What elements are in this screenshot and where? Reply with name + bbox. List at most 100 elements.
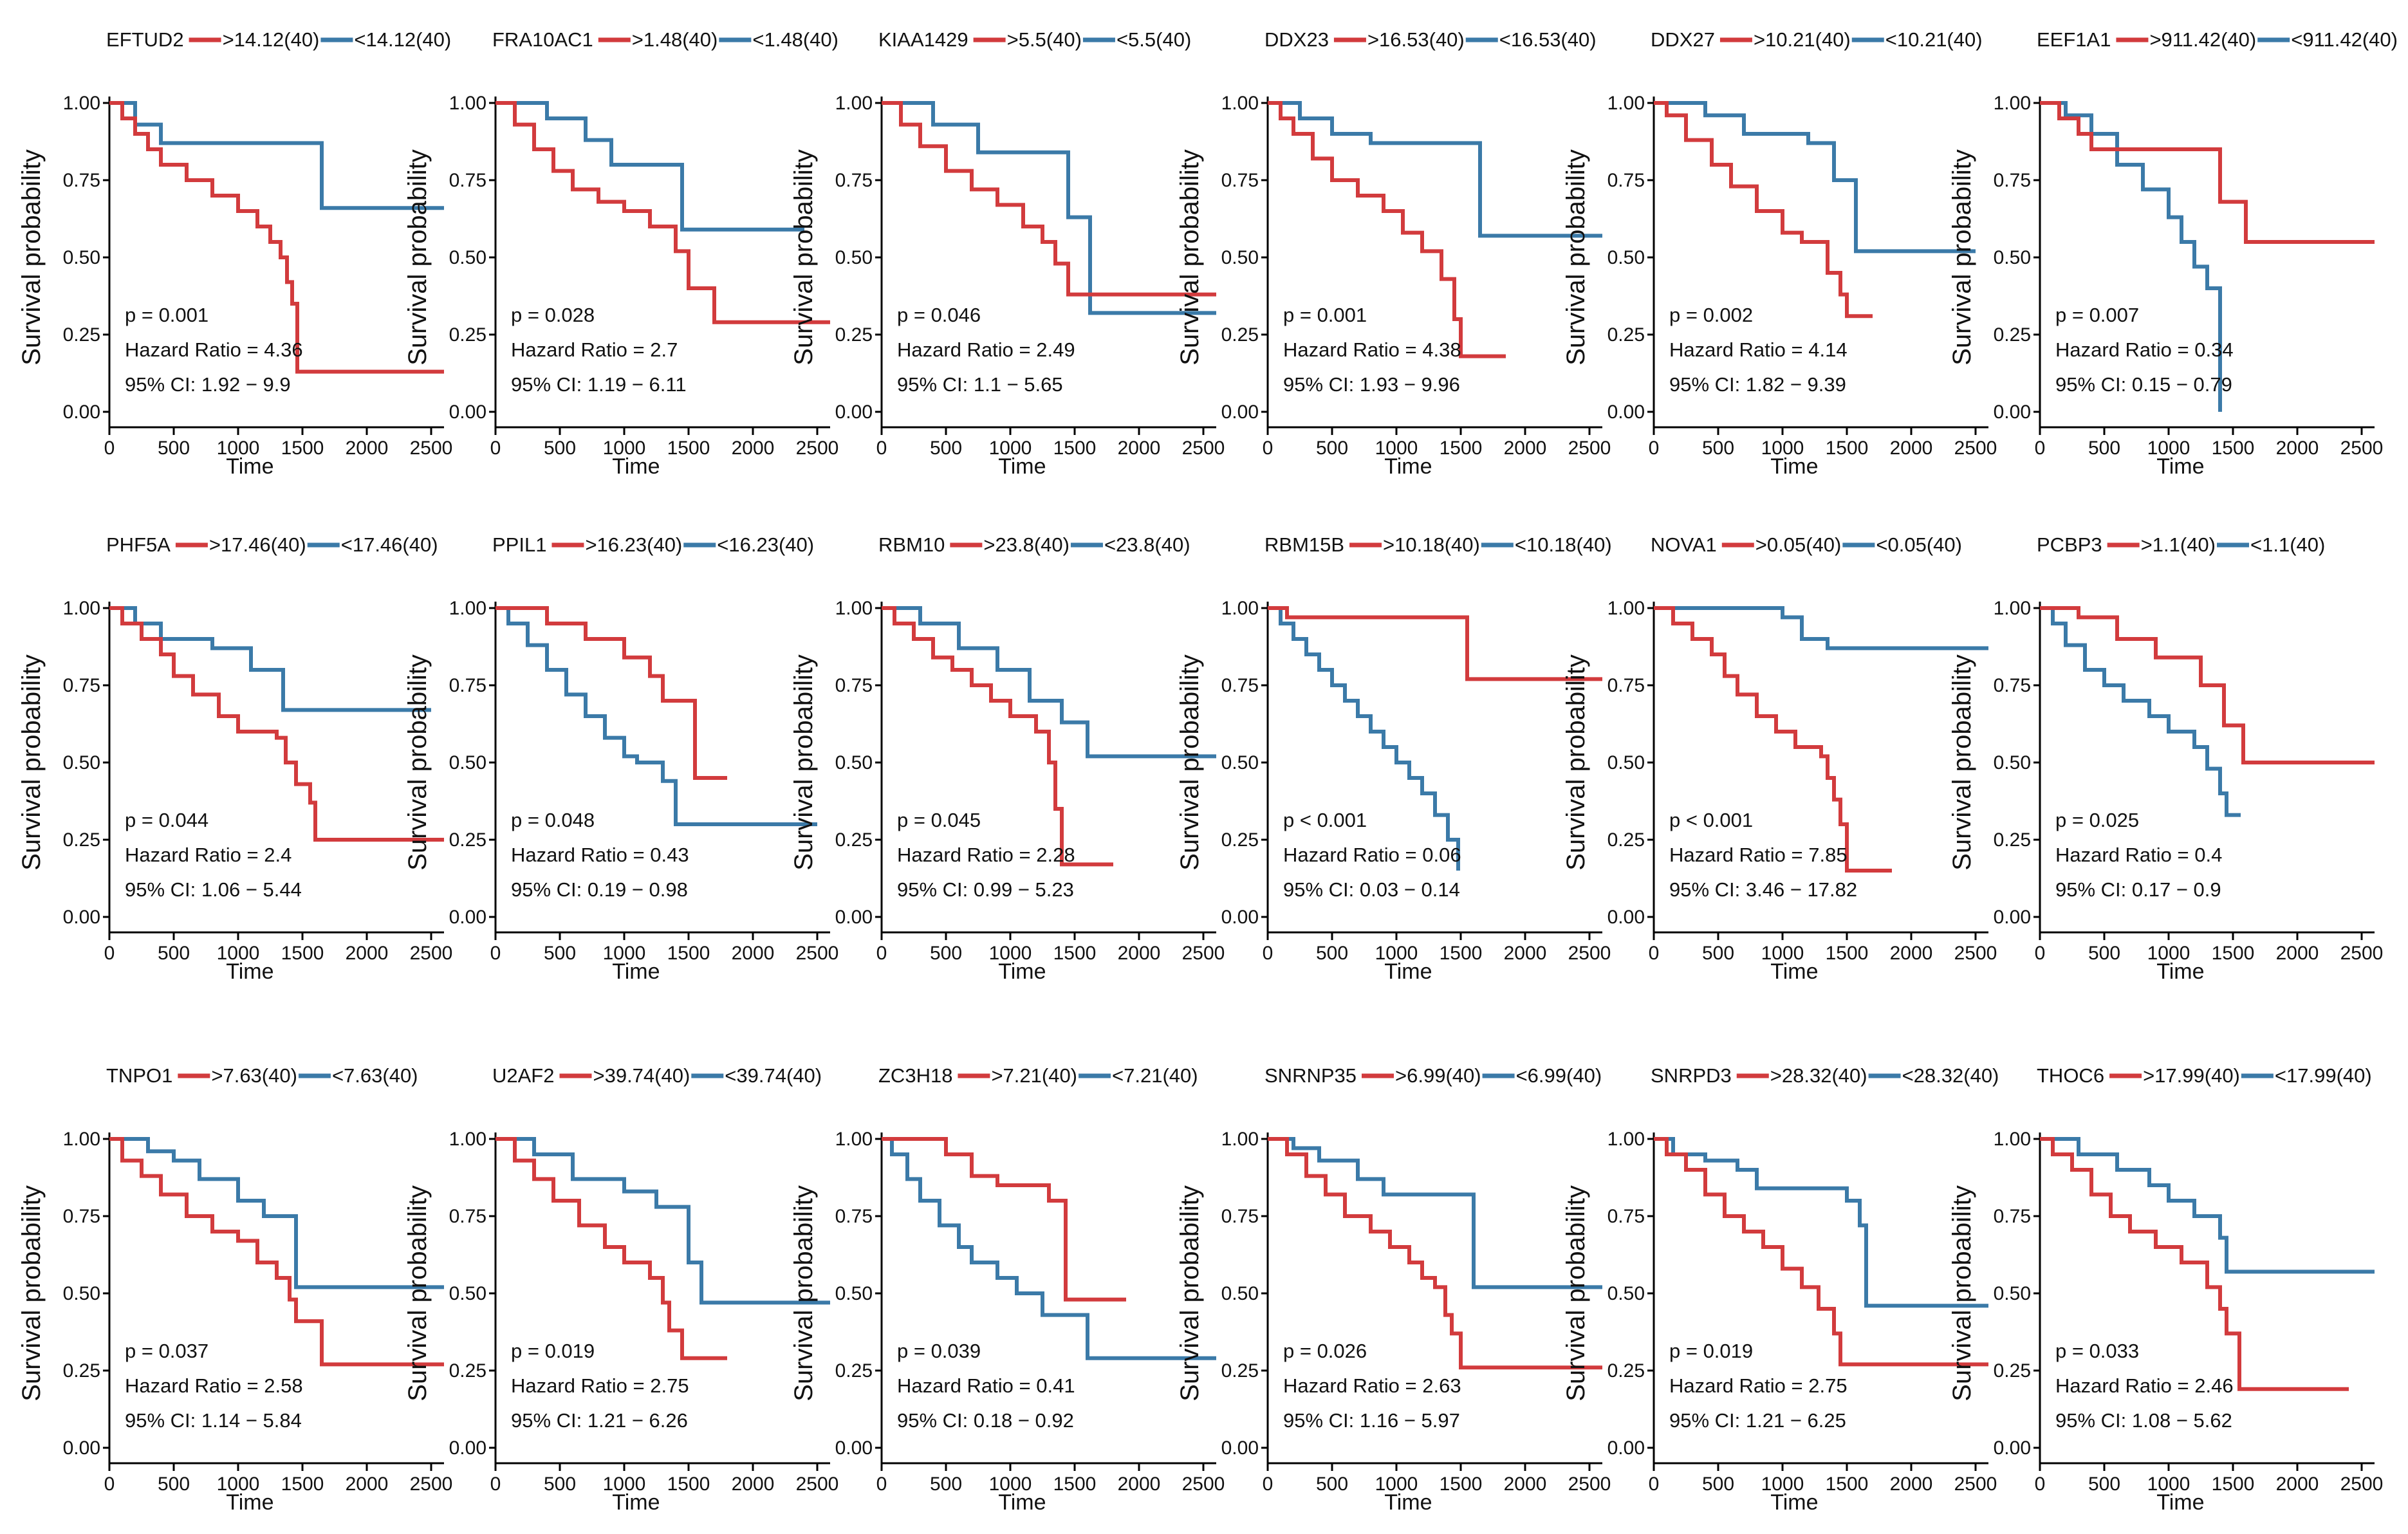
hazard-ratio: Hazard Ratio = 0.34 bbox=[2055, 338, 2234, 361]
x-tick-label: 2500 bbox=[1954, 1474, 1997, 1495]
legend: DDX27 >10.21(40) <10.21(40) bbox=[1651, 28, 1983, 51]
legend-low-label: <10.21(40) bbox=[1885, 28, 1983, 51]
km-curve-low bbox=[882, 1137, 1216, 1360]
x-tick-label: 1500 bbox=[1826, 438, 1869, 459]
y-tick-label: 1.00 bbox=[449, 93, 486, 114]
y-tick-label: 0.50 bbox=[63, 752, 100, 773]
legend: SNRNP35 >6.99(40) <6.99(40) bbox=[1264, 1064, 1602, 1087]
y-tick-label: 0.50 bbox=[835, 1283, 873, 1304]
x-tick-label: 500 bbox=[930, 438, 962, 459]
x-tick-label: 1000 bbox=[603, 943, 646, 964]
legend: NOVA1 >0.05(40) <0.05(40) bbox=[1651, 533, 1962, 556]
hazard-ratio: Hazard Ratio = 2.46 bbox=[2055, 1374, 2234, 1397]
y-tick-label: 0.25 bbox=[1221, 829, 1259, 851]
y-tick-label: 0.50 bbox=[63, 1283, 100, 1304]
x-tick-label: 2000 bbox=[1118, 1474, 1161, 1495]
x-tick-label: 2500 bbox=[2340, 1474, 2384, 1495]
hazard-ratio: Hazard Ratio = 2.4 bbox=[125, 844, 292, 866]
p-value: p = 0.007 bbox=[2055, 304, 2139, 326]
x-tick-label: 2500 bbox=[796, 438, 839, 459]
y-tick-label: 0.25 bbox=[1994, 324, 2031, 346]
x-tick-label: 0 bbox=[490, 943, 501, 964]
x-tick-label: 1500 bbox=[1440, 1474, 1483, 1495]
y-tick-label: 0.50 bbox=[449, 1283, 486, 1304]
confidence-interval: 95% CI: 1.16 − 5.97 bbox=[1283, 1409, 1460, 1432]
km-curve-low bbox=[1268, 101, 1602, 238]
x-tick-label: 500 bbox=[1316, 943, 1348, 964]
km-panel-u2af2: U2AF2 >39.74(40) <39.74(40) 0.00 0.25 0.50 0.7… bbox=[403, 1064, 838, 1515]
gene-title: EFTUD2 bbox=[106, 28, 184, 51]
x-tick-label: 500 bbox=[158, 943, 190, 964]
legend-high-label: >1.48(40) bbox=[632, 28, 718, 51]
p-value: p = 0.039 bbox=[897, 1340, 981, 1362]
y-tick-label: 0.25 bbox=[835, 1360, 873, 1382]
km-curve-high bbox=[882, 1137, 1126, 1302]
y-tick-label: 0.25 bbox=[1994, 829, 2031, 851]
x-tick-label: 2000 bbox=[2276, 1474, 2319, 1495]
legend-low-label: <17.99(40) bbox=[2275, 1064, 2372, 1087]
y-tick-label: 0.25 bbox=[835, 324, 873, 346]
legend: THOC6 >17.99(40) <17.99(40) bbox=[2037, 1064, 2372, 1087]
x-tick-label: 500 bbox=[2088, 1474, 2120, 1495]
km-curve-high bbox=[2040, 1137, 2349, 1391]
y-tick-label: 0.25 bbox=[1607, 829, 1645, 851]
hazard-ratio: Hazard Ratio = 2.75 bbox=[511, 1374, 689, 1397]
y-tick-label: 0.50 bbox=[1221, 1283, 1259, 1304]
y-tick-label: 0.75 bbox=[835, 1206, 873, 1227]
x-tick-label: 2000 bbox=[1118, 438, 1161, 459]
legend-high-label: >0.05(40) bbox=[1755, 533, 1842, 556]
y-tick-label: 0.75 bbox=[449, 675, 486, 696]
hazard-ratio: Hazard Ratio = 2.75 bbox=[1669, 1374, 1848, 1397]
legend-high-label: >10.18(40) bbox=[1383, 533, 1480, 556]
x-axis-title: Time bbox=[1384, 454, 1432, 479]
y-tick-label: 0.75 bbox=[63, 675, 100, 696]
x-tick-label: 1500 bbox=[1826, 943, 1869, 964]
gene-title: ZC3H18 bbox=[878, 1064, 952, 1087]
legend-low-label: <28.32(40) bbox=[1902, 1064, 1999, 1087]
y-axis-title: Survival probability bbox=[17, 654, 46, 871]
y-tick-label: 0.00 bbox=[1607, 907, 1645, 928]
x-tick-label: 0 bbox=[104, 438, 115, 459]
legend: EFTUD2 >14.12(40) <14.12(40) bbox=[106, 28, 451, 51]
x-tick-label: 1000 bbox=[1375, 943, 1418, 964]
x-tick-label: 0 bbox=[490, 438, 501, 459]
x-tick-label: 1500 bbox=[667, 1474, 710, 1495]
km-curve-high bbox=[2040, 101, 2375, 244]
x-axis-title: Time bbox=[1384, 1490, 1432, 1515]
legend: SNRPD3 >28.32(40) <28.32(40) bbox=[1651, 1064, 1999, 1087]
km-panel-phf5a: PHF5A >17.46(40) <17.46(40) 0.00 0.25 0.50 0.7… bbox=[17, 533, 452, 984]
legend: PPIL1 >16.23(40) <16.23(40) bbox=[492, 533, 814, 556]
confidence-interval: 95% CI: 1.21 − 6.26 bbox=[511, 1409, 688, 1432]
x-tick-label: 2000 bbox=[1890, 1474, 1933, 1495]
y-axis-title: Survival probability bbox=[1176, 654, 1204, 871]
legend-high-label: >39.74(40) bbox=[593, 1064, 690, 1087]
y-tick-label: 0.25 bbox=[63, 829, 100, 851]
y-axis-title: Survival probability bbox=[17, 1185, 46, 1401]
x-tick-label: 1500 bbox=[2212, 1474, 2255, 1495]
y-tick-label: 0.75 bbox=[1607, 1206, 1645, 1227]
y-tick-label: 0.75 bbox=[63, 170, 100, 191]
km-curve-high bbox=[1654, 101, 1873, 319]
y-axis-title: Survival probability bbox=[403, 1185, 432, 1401]
x-tick-label: 2500 bbox=[796, 943, 839, 964]
legend-high-label: >7.63(40) bbox=[211, 1064, 297, 1087]
y-tick-label: 0.50 bbox=[449, 752, 486, 773]
km-curve-high bbox=[1654, 1137, 1988, 1367]
legend-low-label: <5.5(40) bbox=[1116, 28, 1191, 51]
km-curve-low bbox=[495, 101, 804, 232]
y-axis-title: Survival probability bbox=[1176, 1185, 1204, 1401]
y-tick-label: 0.75 bbox=[1221, 675, 1259, 696]
y-tick-label: 0.25 bbox=[63, 324, 100, 346]
y-tick-label: 0.00 bbox=[835, 1437, 873, 1459]
confidence-interval: 95% CI: 1.19 − 6.11 bbox=[511, 373, 687, 396]
legend: PCBP3 >1.1(40) <1.1(40) bbox=[2037, 533, 2325, 556]
y-tick-label: 0.50 bbox=[1994, 247, 2031, 268]
x-tick-label: 1000 bbox=[989, 438, 1032, 459]
hazard-ratio: Hazard Ratio = 2.63 bbox=[1283, 1374, 1461, 1397]
km-panel-zc3h18: ZC3H18 >7.21(40) <7.21(40) 0.00 0.25 0.50 0.75… bbox=[790, 1064, 1225, 1515]
x-tick-label: 500 bbox=[1316, 438, 1348, 459]
x-tick-label: 0 bbox=[1649, 943, 1660, 964]
p-value: p = 0.037 bbox=[125, 1340, 208, 1362]
legend-low-label: <7.63(40) bbox=[332, 1064, 418, 1087]
